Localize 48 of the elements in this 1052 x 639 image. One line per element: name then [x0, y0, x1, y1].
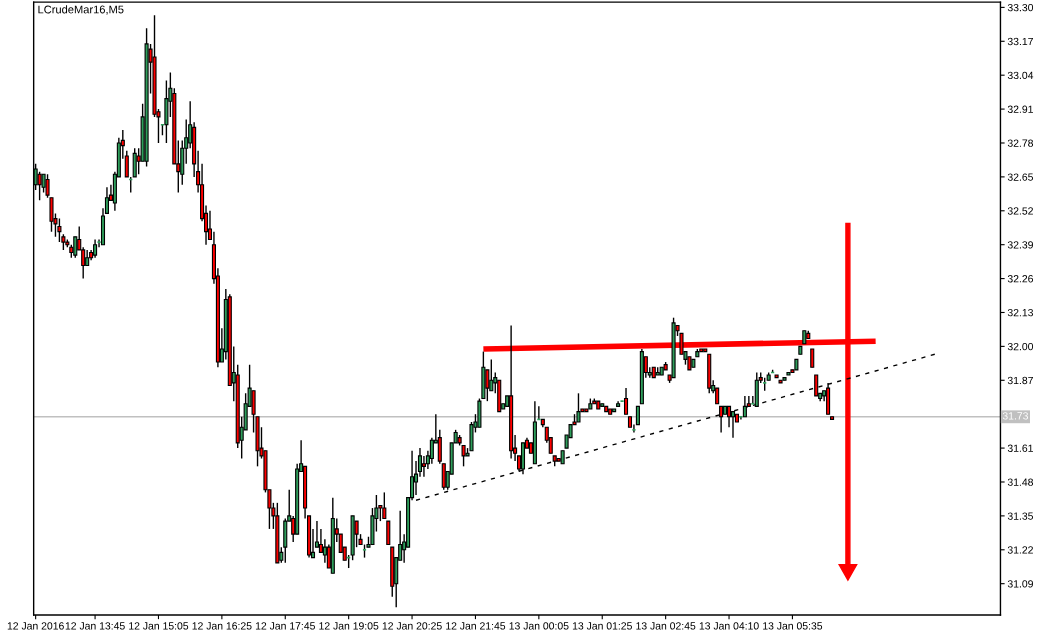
- candlestick: [814, 374, 819, 397]
- candlestick: [576, 392, 581, 423]
- y-tick-label: 31.22: [1007, 546, 1033, 554]
- x-tick-label: 13 Jan 01:25: [572, 622, 632, 630]
- candlestick: [93, 238, 98, 259]
- y-tick-label: 31.61: [1007, 444, 1033, 452]
- y-tick-label: 33.30: [1007, 3, 1034, 12]
- x-tick-label: 12 Jan 17:45: [255, 622, 315, 630]
- x-tick-label: 13 Jan 05:35: [763, 622, 823, 630]
- candlestick: [386, 520, 391, 546]
- x-tick-label: 12 Jan 16:25: [192, 622, 252, 630]
- y-tick-label: 32.00: [1007, 342, 1034, 351]
- candlestick: [382, 491, 387, 520]
- candlestick: [742, 395, 747, 418]
- x-tick-label: 12 Jan 2016: [7, 622, 64, 630]
- candlestick: [485, 369, 490, 402]
- y-tick-label: 32.13: [1007, 308, 1034, 317]
- x-tick-label: 13 Jan 02:45: [636, 622, 696, 630]
- y-tick-label: 32.78: [1007, 139, 1034, 147]
- y-tick-label: 32.65: [1007, 173, 1034, 181]
- chart-title: LCrudeMar16,M5: [38, 5, 124, 15]
- x-tick-label: 12 Jan 15:05: [129, 622, 189, 630]
- candlestick: [810, 348, 815, 368]
- y-tick-label: 31.09: [1007, 580, 1033, 588]
- candlestick: [132, 147, 137, 178]
- x-tick-label: 12 Jan 20:25: [382, 622, 442, 630]
- y-tick-label: 32.26: [1007, 275, 1034, 283]
- candlestick: [441, 463, 446, 491]
- y-tick-label: 33.04: [1007, 71, 1034, 80]
- y-tick-label: 31.35: [1007, 512, 1034, 520]
- candlestick: [421, 455, 426, 478]
- y-tick-label: 32.52: [1007, 207, 1033, 215]
- x-tick-label: 12 Jan 19:05: [319, 622, 379, 630]
- y-tick-label: 32.39: [1007, 241, 1033, 249]
- x-tick-label: 12 Jan 21:45: [446, 622, 506, 630]
- candlestick: [429, 436, 434, 465]
- x-tick-label: 13 Jan 00:05: [509, 622, 569, 630]
- candlestick: [73, 236, 78, 259]
- ref-line-label: 31.73: [1002, 412, 1028, 420]
- candlestick: [635, 405, 640, 426]
- x-tick-label: 13 Jan 04:10: [699, 622, 759, 630]
- y-tick-label: 31.48: [1007, 478, 1034, 486]
- y-tick-label: 33.17: [1007, 37, 1033, 46]
- y-tick-label: 31.87: [1007, 376, 1033, 385]
- x-tick-label: 12 Jan 13:45: [65, 622, 125, 630]
- candlestick: [57, 217, 62, 243]
- candlestick: [37, 170, 42, 202]
- y-tick-label: 32.91: [1007, 105, 1033, 113]
